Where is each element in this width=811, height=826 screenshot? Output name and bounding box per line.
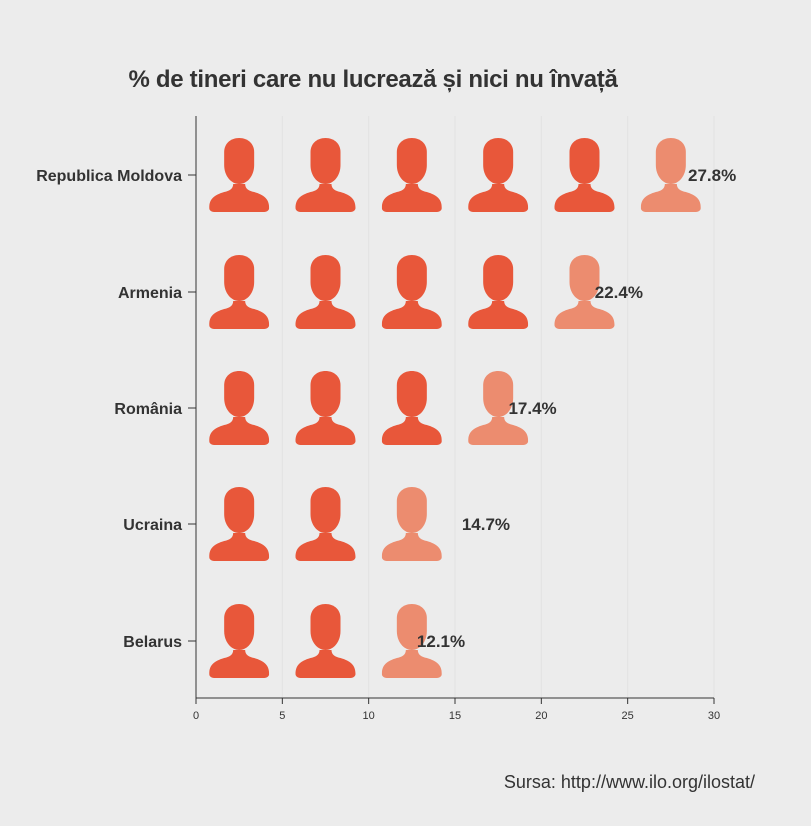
category-label: Republica Moldova	[36, 168, 182, 185]
person-icon	[209, 487, 270, 561]
value-label: 14.7%	[462, 515, 510, 534]
person-icon	[468, 255, 529, 329]
category-label: Belarus	[123, 634, 182, 651]
person-icon	[295, 255, 356, 329]
person-icon	[209, 138, 270, 212]
labels: 27.8% Republica Moldova 22.4% Armenia 17.4% R…	[36, 166, 736, 722]
source-note: Sursa: http://www.ilo.org/ilostat/	[503, 772, 755, 792]
icon-row-3	[209, 487, 442, 561]
person-icon	[381, 255, 442, 329]
category-label: România	[114, 401, 182, 418]
person-icon-partial	[381, 487, 442, 561]
x-tick-label: 0	[193, 710, 199, 722]
x-tick-label: 30	[708, 710, 720, 722]
value-label: 22.4%	[595, 283, 643, 302]
icon-row-1	[209, 255, 615, 329]
person-icon	[209, 371, 270, 445]
grid-lines	[281, 116, 715, 698]
x-tick-label: 5	[279, 710, 285, 722]
person-icon	[381, 371, 442, 445]
x-tick-label: 10	[363, 710, 375, 722]
person-icon	[295, 604, 356, 678]
value-label: 27.8%	[688, 166, 736, 185]
person-icon	[209, 604, 270, 678]
person-icon	[209, 255, 270, 329]
icon-row-4	[209, 604, 442, 678]
person-icon	[381, 138, 442, 212]
category-label: Armenia	[118, 285, 182, 302]
value-label: 12.1%	[417, 632, 465, 651]
axes	[188, 116, 715, 704]
value-label: 17.4%	[508, 399, 556, 418]
category-label: Ucraina	[123, 517, 182, 534]
person-icon	[295, 487, 356, 561]
x-tick-label: 20	[535, 710, 547, 722]
person-icon	[554, 138, 615, 212]
person-icon	[468, 138, 529, 212]
person-icon	[295, 138, 356, 212]
x-tick-label: 25	[622, 710, 634, 722]
x-tick-label: 15	[449, 710, 461, 722]
person-icon	[295, 371, 356, 445]
chart-title: % de tineri care nu lucrează și nici nu …	[128, 66, 618, 93]
